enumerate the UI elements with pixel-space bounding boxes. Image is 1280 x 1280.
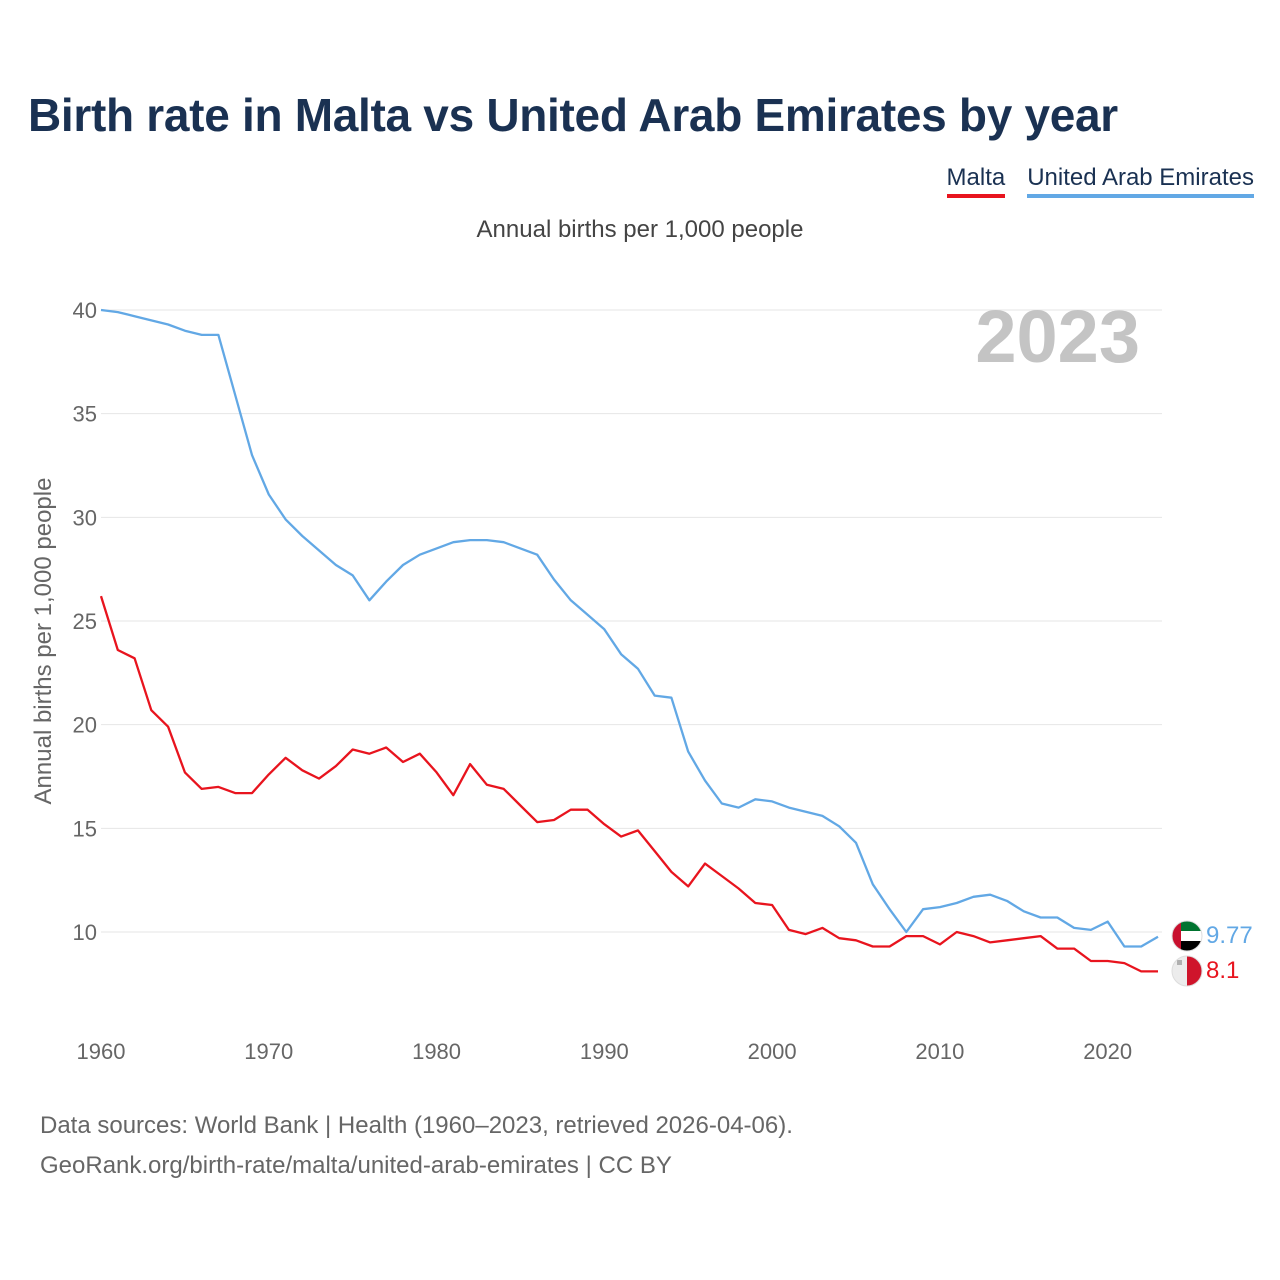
malta-flag-icon xyxy=(1171,955,1203,987)
legend: Malta United Arab Emirates xyxy=(946,164,1254,198)
source-note: Data sources: World Bank | Health (1960–… xyxy=(40,1106,793,1186)
end-value-label-malta: 8.1 xyxy=(1206,957,1239,984)
x-tick-label: 1970 xyxy=(244,1039,293,1064)
x-tick-label: 2000 xyxy=(748,1039,797,1064)
y-tick-label: 30 xyxy=(73,505,97,530)
y-tick-label: 15 xyxy=(73,816,97,841)
gridlines xyxy=(101,309,1162,933)
source-line-1: Data sources: World Bank | Health (1960–… xyxy=(40,1112,793,1139)
y-tick-label: 10 xyxy=(73,920,97,945)
x-tick-label: 1980 xyxy=(412,1039,461,1064)
series-line-malta[interactable] xyxy=(99,595,1158,973)
x-axis-ticks: 1960 1970 1980 1990 2000 2010 2020 xyxy=(77,1039,1133,1064)
line-chart: 10 15 20 25 30 35 40 1960 1970 1980 1990 2000 2010 2… xyxy=(30,295,1253,1064)
y-axis-label: Annual births per 1,000 people xyxy=(30,478,57,805)
x-tick-label: 1960 xyxy=(77,1039,126,1064)
legend-item-malta[interactable]: Malta xyxy=(946,164,1006,198)
y-tick-label: 35 xyxy=(73,402,97,427)
end-value-label-united-arab-emirates: 9.77 xyxy=(1206,922,1253,949)
series-line-united-arab-emirates[interactable] xyxy=(100,308,1159,948)
source-line-2[interactable]: GeoRank.org/birth-rate/malta/united-arab… xyxy=(40,1152,672,1179)
x-tick-label: 1990 xyxy=(580,1039,629,1064)
y-axis-ticks: 10 15 20 25 30 35 40 xyxy=(73,298,97,945)
y-tick-label: 40 xyxy=(73,298,97,323)
x-tick-label: 2020 xyxy=(1083,1039,1132,1064)
chart-title: Birth rate in Malta vs United Arab Emira… xyxy=(28,89,1118,141)
year-watermark: 2023 xyxy=(975,295,1140,378)
y-tick-label: 20 xyxy=(73,713,97,738)
chart-subtitle: Annual births per 1,000 people xyxy=(476,216,804,243)
legend-item-united-arab-emirates[interactable]: United Arab Emirates xyxy=(1027,164,1254,198)
x-tick-label: 2010 xyxy=(915,1039,964,1064)
series-lines xyxy=(99,308,1159,973)
uae-flag-icon xyxy=(1171,920,1203,952)
y-tick-label: 25 xyxy=(73,609,97,634)
